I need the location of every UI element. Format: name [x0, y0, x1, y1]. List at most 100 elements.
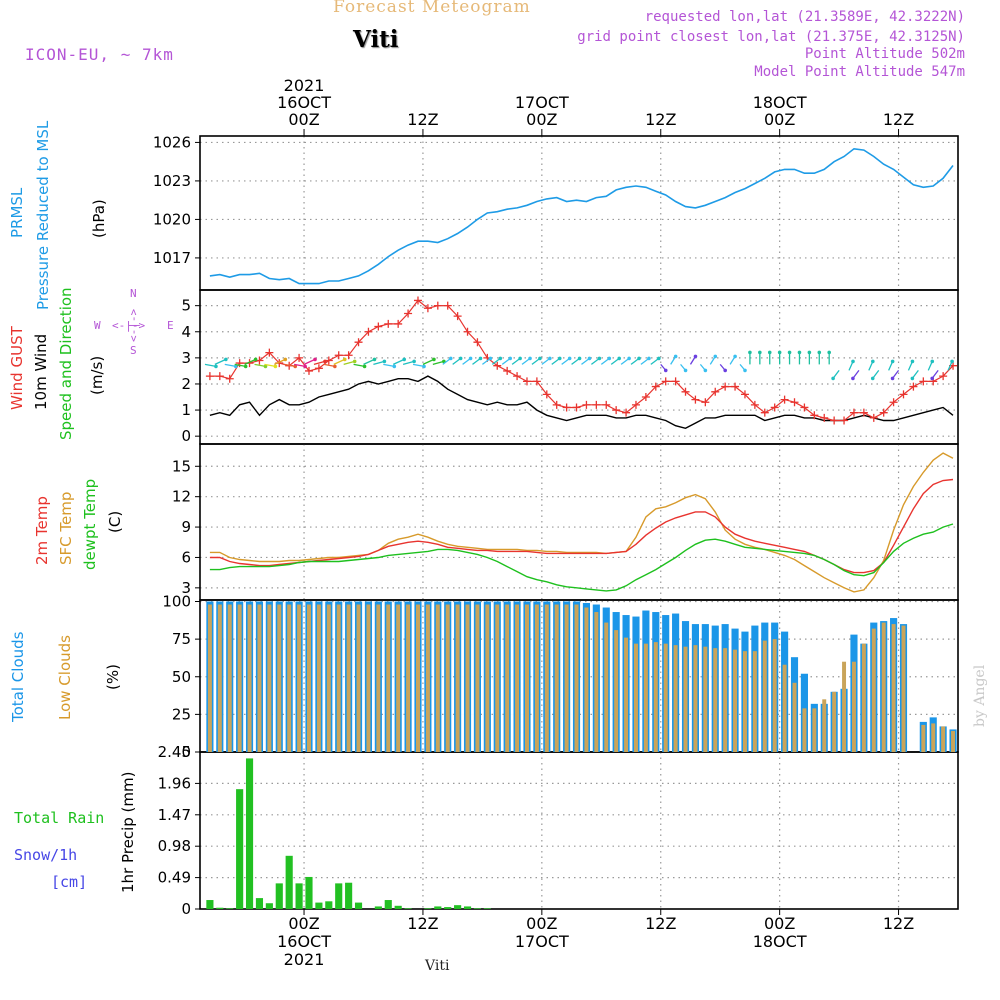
- wind-arrow: [274, 358, 286, 365]
- low-cloud-bar: [356, 604, 361, 752]
- low-cloud-bar: [287, 604, 292, 752]
- gust-marker: [354, 338, 363, 347]
- gust-line: [209, 299, 954, 422]
- gust-marker: [840, 416, 849, 425]
- wind-arrow: [432, 360, 445, 366]
- y-tick-label: 2.45: [158, 743, 191, 761]
- y-tick-label: 0.98: [158, 837, 191, 855]
- gust-marker: [532, 377, 541, 386]
- wind-arrow-head: [303, 364, 307, 369]
- wind-arrow: [402, 360, 415, 366]
- y-tick-label: 1017: [153, 249, 191, 267]
- wind-arrow-head: [518, 356, 522, 361]
- rain-label: Total Rain: [14, 809, 105, 827]
- low-cloud-bar: [921, 724, 926, 752]
- y-tick-label: 15: [172, 457, 191, 475]
- wind-arrow: [333, 358, 346, 365]
- wind-arrow-head: [827, 350, 831, 355]
- y-tick-label: 0.49: [158, 869, 191, 887]
- rain-bar: [226, 908, 234, 909]
- wind-arrow: [303, 358, 316, 365]
- y-tick-label: 1026: [153, 133, 191, 151]
- wind-arrow-head: [693, 354, 698, 359]
- wind-arrow-head: [758, 350, 762, 355]
- dewpt-line: [209, 523, 954, 592]
- wind-arrow-head: [703, 368, 708, 373]
- bottom-time-label: 18OCT: [753, 932, 807, 951]
- low-cloud-bar: [297, 604, 302, 752]
- bottom-time-label: 12Z: [407, 914, 438, 933]
- low-cloud-bar: [752, 651, 757, 752]
- gust-marker: [750, 400, 759, 409]
- bottom-time-label: 00Z: [526, 914, 557, 933]
- wind-arrow: [373, 360, 385, 366]
- wind-arrow-head: [673, 354, 678, 359]
- low-cloud-bar: [425, 604, 430, 752]
- y-tick-label: 6: [181, 548, 191, 566]
- rain-bar: [483, 908, 491, 909]
- wind-arrow-head: [458, 356, 463, 361]
- wind-arrow-head: [382, 359, 387, 364]
- wind-arrow-head: [617, 356, 622, 361]
- wind-arrow-head: [498, 356, 503, 361]
- wind-arrow-head: [663, 368, 668, 373]
- low-cloud-bar: [871, 628, 876, 752]
- wind-arrow-head: [890, 376, 895, 381]
- gust-marker: [859, 408, 868, 417]
- model-label: ICON-EU, ~ 7km: [25, 45, 174, 64]
- rain-bar: [285, 855, 293, 909]
- low-cloud-bar: [326, 604, 331, 752]
- wind-arrow: [363, 358, 375, 365]
- rain-bar: [473, 908, 482, 909]
- gust-marker: [760, 408, 769, 417]
- rain-bar: [463, 906, 472, 909]
- wind-arrow-head: [871, 359, 875, 364]
- rain-bar: [275, 883, 283, 909]
- low-cloud-bar: [782, 664, 787, 752]
- gust-marker: [542, 390, 551, 399]
- gust-marker: [295, 353, 304, 362]
- low-cloud-bar: [316, 604, 321, 752]
- wind-arrow-head: [422, 364, 426, 369]
- wind-arrow-head: [224, 357, 228, 362]
- gust-marker: [671, 377, 680, 386]
- wind-arrow-head: [683, 368, 688, 373]
- wind-arrow-head: [597, 356, 602, 361]
- low-cloud-bar: [653, 642, 658, 752]
- low-cloud-bar: [792, 682, 797, 752]
- gust-marker: [939, 372, 948, 381]
- low-cloud-bar: [336, 604, 341, 752]
- rain-bar: [315, 902, 323, 909]
- low-cloud-bar: [564, 604, 569, 752]
- bottom-time-label: 12Z: [883, 914, 914, 933]
- gust-marker: [899, 390, 908, 399]
- panel-frame: [199, 135, 959, 291]
- y-tick-label: 1020: [153, 210, 191, 228]
- low-cloud-bar: [683, 646, 688, 752]
- wind-arrow-head: [743, 368, 747, 373]
- rain-bar: [236, 789, 244, 909]
- top-time-label: 12Z: [407, 110, 438, 129]
- panel-frame: [199, 443, 959, 601]
- gust-marker: [919, 377, 928, 386]
- gust-marker: [721, 382, 730, 391]
- low-cloud-bar: [742, 651, 747, 752]
- bottom-time-label: 17OCT: [515, 932, 569, 951]
- wind-speed-line: [209, 375, 954, 430]
- gust-marker: [711, 387, 720, 396]
- gust-marker: [572, 403, 581, 412]
- wind-arrow-head: [488, 356, 493, 361]
- wind-arrow-head: [950, 359, 954, 364]
- low-cloud-bar: [207, 604, 212, 752]
- low-cloud-bar: [257, 604, 262, 752]
- gust-marker: [780, 395, 789, 404]
- gust-marker: [404, 309, 413, 318]
- gust-marker: [582, 400, 591, 409]
- gust-marker: [909, 382, 918, 391]
- low-cloud-bar: [951, 730, 956, 752]
- low-cloud-bar: [455, 604, 460, 752]
- gust-marker: [849, 408, 858, 417]
- wind-arrow: [383, 363, 395, 368]
- wind-arrow-head: [548, 356, 552, 361]
- y-tick-label: 0: [181, 743, 191, 761]
